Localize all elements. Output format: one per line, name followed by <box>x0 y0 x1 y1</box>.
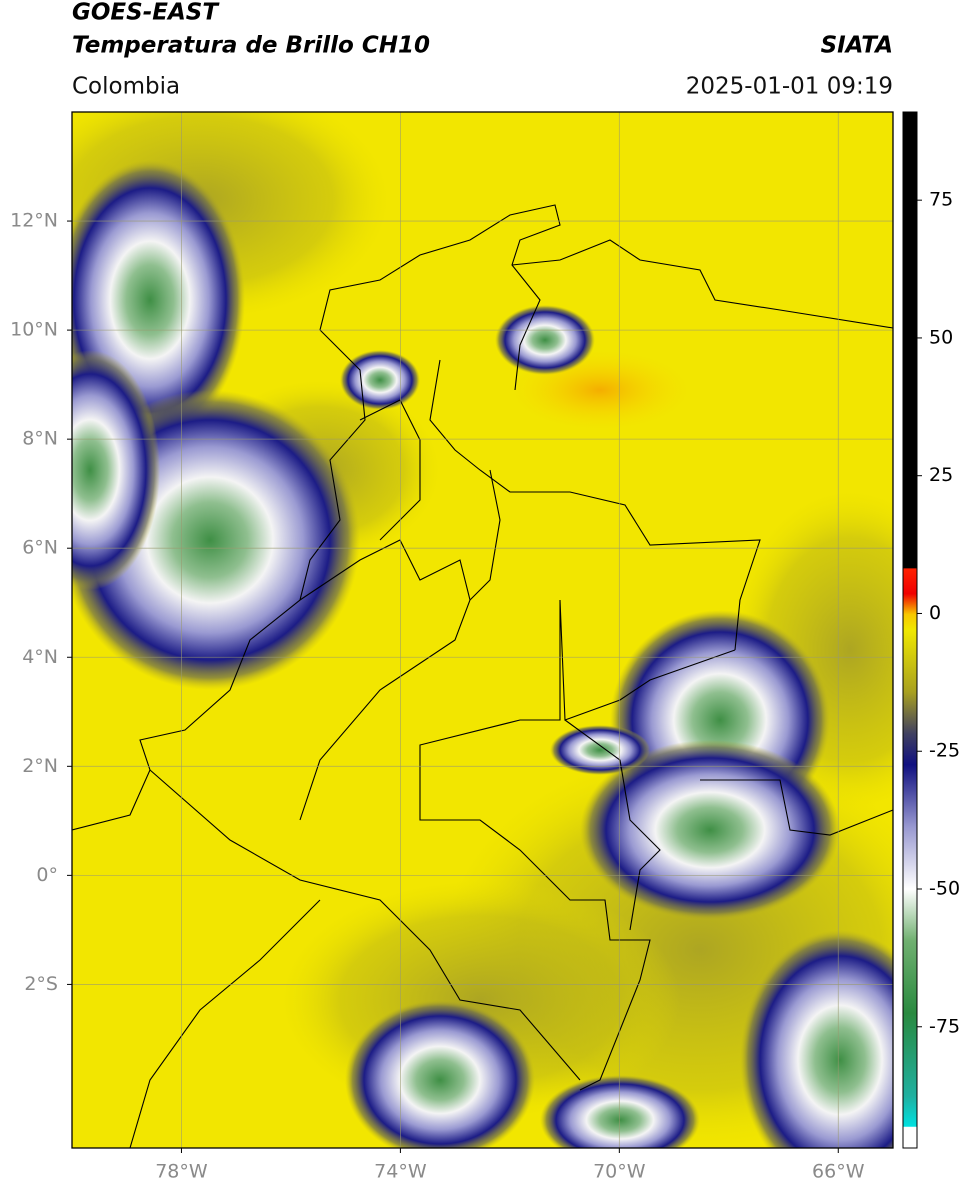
x-tick-label: 78°W <box>155 1161 208 1183</box>
y-tick-label: 2°N <box>22 755 58 777</box>
colorbar-tick-label: 0 <box>929 602 941 624</box>
y-tick-label: 6°N <box>22 537 58 559</box>
y-tick-label: 12°N <box>10 210 58 232</box>
colorbar-tick-label: 50 <box>929 326 953 348</box>
subtitle: Temperatura de Brillo CH10 <box>72 33 430 59</box>
y-tick-label: 4°N <box>22 646 58 668</box>
colorbar-tick-label: -25 <box>929 740 960 762</box>
x-tick-label: 70°W <box>593 1161 646 1183</box>
axes: 78°W 74°W 70°W 66°W 12°N 10°N 8°N 6°N 4°N 2°N 0° 2°… <box>10 189 960 1183</box>
brand: SIATA <box>821 33 893 59</box>
map-frame <box>71 111 894 1149</box>
colorbar-tick-label: -50 <box>929 878 960 900</box>
colorbar-tick-label: 75 <box>929 189 953 211</box>
y-tick-label: 0° <box>36 864 58 886</box>
title: GOES-EAST <box>72 0 220 26</box>
y-tick-label: 10°N <box>10 319 58 341</box>
y-tick-label: 2°S <box>24 973 58 995</box>
colorbar <box>902 111 918 1149</box>
region: Colombia <box>72 74 180 100</box>
timestamp: 2025-01-01 09:19 <box>686 74 893 100</box>
colorbar-tick-label: -75 <box>929 1015 960 1037</box>
x-tick-label: 74°W <box>374 1161 427 1183</box>
y-tick-label: 8°N <box>22 428 58 450</box>
map-image <box>72 112 893 1148</box>
graticule <box>72 112 893 1148</box>
colorbar-tick-label: 25 <box>929 464 953 486</box>
x-tick-label: 66°W <box>812 1161 865 1183</box>
